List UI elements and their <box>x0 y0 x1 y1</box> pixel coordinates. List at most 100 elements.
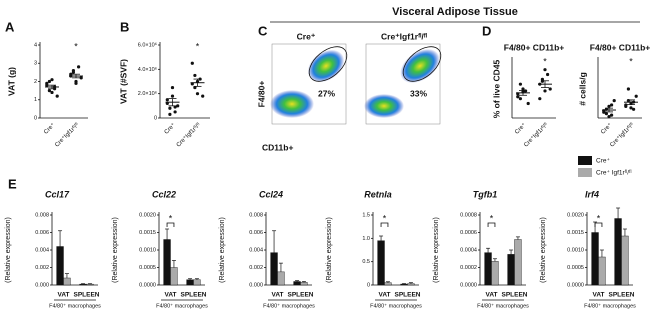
data-point <box>521 87 525 91</box>
bar <box>300 282 308 286</box>
x-tick-label: SPLEEN <box>394 292 420 299</box>
data-point <box>47 79 52 84</box>
x-axis-label: F4/80⁺ macrophages <box>584 302 636 309</box>
data-point <box>624 103 628 107</box>
y-tick-label: 0.0000 <box>460 282 477 288</box>
y-tick-label: 0 <box>34 115 37 121</box>
data-point <box>176 104 180 108</box>
x-tick-label: VAT <box>378 292 390 299</box>
chart-title: Ccl24 <box>259 189 283 199</box>
bar <box>277 271 285 286</box>
y-tick-label: 3 <box>34 61 37 67</box>
data-point <box>165 98 169 102</box>
panel-letter: E <box>8 176 17 191</box>
y-tick-label: 4.0×10⁶ <box>138 66 157 73</box>
y-tick-label: 0.0015 <box>567 230 584 236</box>
x-tick-label: SPLEEN <box>180 292 206 299</box>
y-tick-label: 0.0002 <box>460 265 477 271</box>
gate-label: 27% <box>318 88 335 98</box>
y-axis-label: VAT (#SVF) <box>118 59 128 104</box>
x-tick-label: Cre⁺ <box>513 122 527 136</box>
significance-bracket <box>487 222 496 227</box>
x-axis-label: F4/80⁺ macrophages <box>156 302 208 309</box>
significance-bracket <box>594 222 603 227</box>
data-point <box>540 79 545 83</box>
significance: * <box>169 213 173 223</box>
data-point <box>546 72 550 77</box>
significance-bracket <box>166 222 175 227</box>
y-tick-label: 0.0008 <box>460 212 477 218</box>
data-point <box>518 82 523 86</box>
data-point <box>626 87 631 91</box>
flow-plot <box>364 43 442 125</box>
y-tick-label: 0.000 <box>249 282 263 288</box>
data-point <box>610 103 614 107</box>
y-tick-label: 0.0000 <box>139 282 156 288</box>
bar <box>293 281 301 286</box>
y-axis-label: (Relative expression) <box>112 217 119 283</box>
y-tick-label: 1 <box>34 97 37 103</box>
chart-title: Ccl22 <box>152 189 176 199</box>
bar <box>614 218 622 286</box>
data-point <box>79 76 83 80</box>
bar <box>86 283 94 286</box>
y-axis-label: VAT (g) <box>6 67 16 96</box>
y-tick-label: 6.0×10⁶ <box>138 41 157 48</box>
x-tick-label: Cre⁺ <box>599 122 613 136</box>
data-point <box>195 92 200 96</box>
x-tick-label: Cre⁺Igf1rᶠˡ/ᶠˡ <box>54 122 81 149</box>
y-tick-label: 0.008 <box>249 212 263 218</box>
data-point <box>548 87 552 91</box>
y-tick-label: 2.0×10⁶ <box>138 90 157 97</box>
y-tick-label: 1.0 <box>362 236 370 242</box>
y-tick-label: 0.008 <box>35 212 49 218</box>
y-tick-label: 0 <box>154 115 157 121</box>
x-tick-label: Cre⁺ <box>42 122 56 136</box>
legend-label: Cre⁺ <box>596 158 610 165</box>
x-axis-label: F4/80⁺ macrophages <box>49 302 101 309</box>
data-point <box>193 85 197 90</box>
flow-title: Visceral Adipose Tissue <box>392 6 518 18</box>
data-point <box>607 104 611 108</box>
data-point <box>602 110 606 114</box>
x-axis-label: F4/80⁺ macrophages <box>263 302 315 309</box>
significance: * <box>543 56 547 66</box>
bar <box>491 261 499 286</box>
y-tick-label: 0.0005 <box>139 265 156 271</box>
x-tick-label: SPLEEN <box>501 292 527 299</box>
bar <box>598 256 606 286</box>
data-point <box>170 94 175 98</box>
x-tick-label: Cre⁺Igf1rᶠˡ/ᶠˡ <box>175 122 202 149</box>
x-tick-label: Cre⁺ <box>163 122 177 136</box>
data-point <box>170 85 175 90</box>
panel-letter: A <box>5 19 15 34</box>
y-tick-label: 0.0020 <box>139 212 156 218</box>
x-tick-label: SPLEEN <box>608 292 634 299</box>
bar <box>270 252 278 286</box>
bar <box>63 277 71 286</box>
y-tick-label: 1.5 <box>362 212 370 218</box>
data-point <box>543 89 547 93</box>
data-point <box>173 110 177 114</box>
y-tick-label: 0.0010 <box>139 247 156 253</box>
y-axis-label: (Relative expression) <box>540 217 547 283</box>
bar <box>56 246 64 286</box>
bar <box>400 283 408 286</box>
y-tick-label: 0.0020 <box>567 212 584 218</box>
y-axis-label: (Relative expression) <box>433 217 440 283</box>
data-point <box>193 73 197 78</box>
data-point <box>518 97 523 101</box>
significance: * <box>629 56 633 66</box>
y-tick-label: 0.0005 <box>567 265 584 271</box>
bar <box>591 232 599 286</box>
y-tick-label: 4 <box>34 42 37 48</box>
y-tick-label: 0.000 <box>35 282 49 288</box>
x-tick-label: VAT <box>164 292 176 299</box>
data-point <box>543 68 547 72</box>
y-tick-label: 0.0010 <box>567 247 584 253</box>
data-point <box>612 99 616 103</box>
data-point <box>74 81 78 85</box>
y-tick-label: 0.002 <box>35 265 49 271</box>
y-axis-label: (Relative expression) <box>5 217 12 283</box>
